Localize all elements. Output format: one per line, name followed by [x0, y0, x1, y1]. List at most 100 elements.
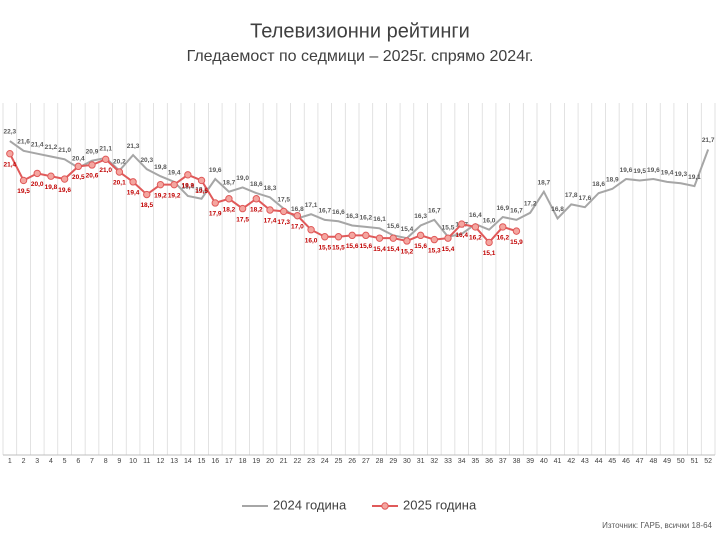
point-marker — [143, 190, 151, 199]
data-label: 20,3 — [140, 157, 153, 164]
data-label: 15,5 — [442, 224, 455, 231]
data-label: 19,0 — [236, 175, 249, 182]
data-label: 21,7 — [702, 137, 715, 144]
x-tick-label: 46 — [622, 458, 630, 465]
data-label: 18,6 — [250, 181, 263, 188]
x-tick-label: 48 — [649, 458, 657, 465]
point-marker — [512, 227, 521, 235]
point-marker — [416, 231, 425, 240]
x-tick-label: 6 — [76, 458, 80, 465]
x-tick-label: 26 — [348, 458, 356, 465]
data-label: 20,1 — [113, 180, 126, 187]
data-label: 15,4 — [401, 226, 414, 233]
x-tick-label: 1 — [8, 458, 12, 465]
point-marker — [170, 180, 178, 189]
x-tick-label: 18 — [239, 458, 247, 465]
data-label: 16,2 — [469, 235, 482, 242]
x-tick-label: 41 — [554, 458, 562, 465]
x-tick-label: 2 — [22, 458, 26, 465]
point-marker — [293, 211, 302, 220]
data-label: 16,0 — [305, 237, 318, 244]
data-label: 15,4 — [387, 246, 400, 253]
point-marker — [279, 207, 288, 216]
x-tick-label: 14 — [184, 458, 192, 465]
data-label: 15,6 — [387, 223, 400, 230]
point-marker — [197, 176, 206, 185]
data-label: 17,9 — [209, 211, 222, 218]
x-tick-label: 51 — [691, 458, 699, 465]
data-label: 17,5 — [277, 196, 290, 203]
data-label: 16,7 — [428, 208, 441, 215]
data-label: 18,7 — [538, 179, 551, 186]
point-marker — [238, 204, 247, 213]
chart-subtitle: Гледаемост по седмици – 2025г. спрямо 20… — [187, 48, 534, 65]
data-label: 17,3 — [277, 219, 290, 226]
data-label: 19,4 — [127, 190, 140, 197]
data-label: 18,3 — [264, 185, 277, 192]
data-label: 18,2 — [250, 206, 263, 213]
data-label: 18,9 — [606, 177, 619, 184]
series-line — [9, 140, 710, 240]
data-label: 16,4 — [455, 232, 468, 239]
x-tick-label: 12 — [157, 458, 165, 465]
data-label: 21,1 — [99, 146, 112, 153]
data-label: 16,6 — [332, 209, 345, 216]
x-tick-label: 38 — [513, 458, 521, 465]
data-label: 16,2 — [360, 215, 373, 222]
x-tick-label: 50 — [677, 458, 685, 465]
x-tick-label: 8 — [104, 458, 108, 465]
data-label: 16,8 — [551, 206, 564, 213]
data-label: 15,4 — [373, 246, 386, 253]
x-tick-label: 20 — [266, 458, 274, 465]
data-label: 15,2 — [401, 249, 414, 256]
data-label: 19,2 — [154, 192, 167, 199]
x-tick-label: 39 — [526, 458, 534, 465]
x-tick-label: 19 — [252, 458, 260, 465]
x-tick-label: 34 — [458, 458, 466, 465]
x-tick-label: 25 — [335, 458, 343, 465]
point-marker — [225, 195, 233, 203]
data-label: 19,8 — [154, 164, 167, 171]
x-tick-label: 49 — [663, 458, 671, 465]
data-label: 19,6 — [209, 167, 222, 174]
data-label: 19,5 — [633, 168, 646, 175]
data-label: 19,4 — [661, 170, 674, 177]
point-marker — [321, 233, 329, 241]
legend-label: 2025 година — [403, 497, 477, 512]
point-marker — [47, 172, 55, 180]
x-tick-label: 21 — [280, 458, 288, 465]
data-label: 19,6 — [647, 167, 660, 174]
point-marker — [444, 234, 452, 242]
data-label: 16,7 — [318, 208, 331, 215]
x-tick-label: 52 — [704, 458, 712, 465]
data-label: 16,3 — [414, 213, 427, 220]
x-tick-label: 44 — [595, 458, 603, 465]
x-tick-label: 43 — [581, 458, 589, 465]
x-tick-label: 16 — [211, 458, 219, 465]
data-label: 16,9 — [496, 205, 509, 212]
point-marker — [403, 237, 411, 245]
data-label: 19,5 — [195, 188, 208, 195]
data-label: 19,2 — [168, 192, 181, 199]
x-tick-label: 36 — [485, 458, 493, 465]
point-marker — [334, 233, 343, 241]
point-marker — [485, 238, 493, 247]
data-label: 15,6 — [346, 243, 359, 250]
point-marker — [115, 168, 124, 176]
data-label: 15,9 — [510, 239, 523, 246]
data-label: 18,2 — [223, 206, 236, 213]
point-marker — [156, 180, 165, 189]
data-label: 18,2 — [195, 186, 208, 193]
x-tick-label: 40 — [540, 458, 548, 465]
x-tick-label: 37 — [499, 458, 507, 465]
x-tick-label: 29 — [389, 458, 397, 465]
point-marker — [266, 206, 274, 214]
point-marker — [252, 195, 261, 203]
x-tick-label: 17 — [225, 458, 233, 465]
data-label: 21,0 — [99, 167, 112, 174]
data-label: 15,6 — [360, 243, 373, 250]
x-tick-label: 13 — [170, 458, 178, 465]
data-label: 20,2 — [113, 158, 126, 165]
x-tick-label: 5 — [63, 458, 67, 465]
